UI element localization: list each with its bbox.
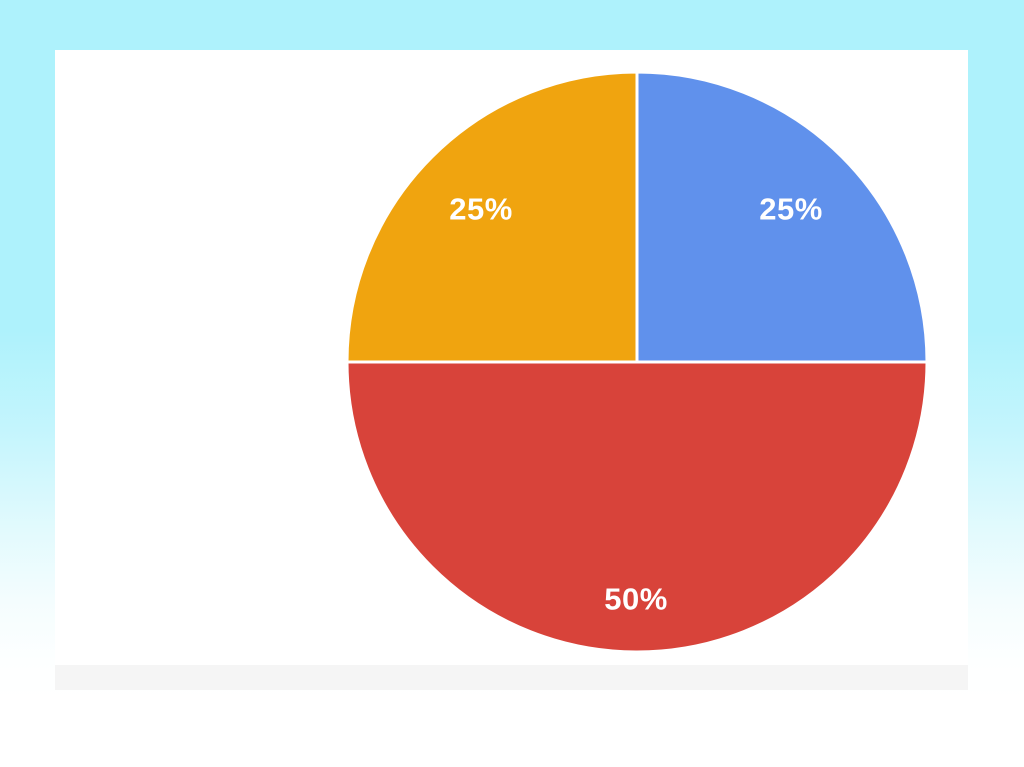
pie-slice-label-1: 25%: [759, 191, 823, 227]
pie-slice-label-2: 50%: [604, 581, 668, 617]
pie-slice-1[interactable]: [635, 72, 927, 364]
pie-slice-label-3: 25%: [449, 191, 513, 227]
slide-card: 25% 50% 25%: [55, 50, 968, 665]
pie-chart-svg: [347, 72, 927, 652]
pie-chart: 25% 50% 25%: [55, 50, 968, 665]
slide-footer-strip: [55, 665, 968, 690]
pie-slice-3[interactable]: [347, 72, 639, 364]
pie-slice-2[interactable]: [347, 360, 927, 652]
